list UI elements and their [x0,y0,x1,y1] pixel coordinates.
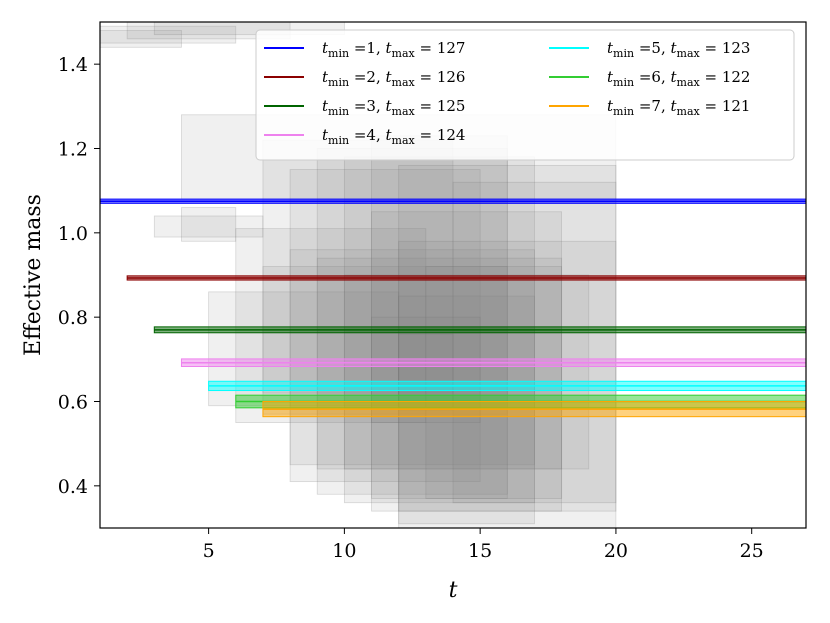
y-tick-label-1: 1.0 [58,223,88,245]
legend-entry-1: tmin =1, tmax = 127 [322,39,465,60]
legend-entry-5: tmin =5, tmax = 123 [607,39,750,60]
x-axis-label: t [449,578,458,603]
series-bands [100,198,806,418]
x-tick-label-10: 10 [332,540,356,562]
y-tick-label-0.4: 0.4 [58,476,88,498]
background-box-17 [343,274,590,470]
background-box-2 [100,25,237,44]
background-box-24 [452,181,617,504]
background-box-6 [153,215,264,238]
background-box-12 [289,169,481,483]
background-box-11 [262,139,454,394]
legend-box [255,29,795,161]
legend: tmin =1, tmax = 127 tmin =2, tmax = 126 tm… [255,29,795,161]
background-box-13 [289,249,535,466]
legend-entry-3: tmin =3, tmax = 125 [322,97,465,118]
legend-entry-6: tmin =6, tmax = 122 [607,68,750,89]
legend-entry-4: tmin =4, tmax = 124 [322,126,465,147]
y-axis: 0.4 0.6 0.8 1.0 1.2 1.4 [58,54,100,498]
legend-entry-2: tmin =2, tmax = 126 [322,68,465,89]
background-box-14 [316,148,508,495]
background-box-5 [181,207,237,242]
background-box-1 [100,30,182,48]
legend-entry-7: tmin =7, tmax = 121 [607,97,750,118]
x-axis: 5 10 15 20 25 [203,528,764,562]
background-boxes [100,22,617,528]
background-box-22 [398,240,617,512]
y-tick-label-0.6: 0.6 [58,392,88,414]
x-tick-label-5: 5 [203,540,215,562]
x-tick-label-20: 20 [604,540,628,562]
y-axis-label: Effective mass [21,194,46,356]
x-tick-label-25: 25 [740,540,764,562]
x-tick-label-15: 15 [468,540,492,562]
plot-frame [99,21,807,529]
y-tick-label-0.8: 0.8 [58,307,88,329]
y-tick-label-1.2: 1.2 [58,139,88,161]
y-tick-label-1.4: 1.4 [58,54,88,76]
background-box-20 [398,164,617,528]
background-box-18 [371,135,508,499]
